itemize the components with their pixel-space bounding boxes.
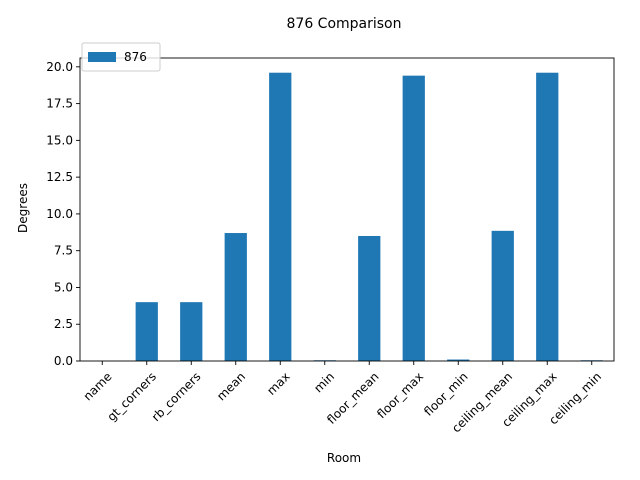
bar-max [269,72,292,361]
bar-gt-corners [135,302,158,361]
legend-label: 876 [124,50,147,64]
y-tick-label: 0.0 [54,354,73,368]
bar-mean [224,233,247,361]
bar-ceiling-max [536,72,559,361]
chart-title: 876 Comparison [287,16,402,32]
bar-ceiling-mean [491,230,514,361]
y-tick-label: 20.0 [46,60,73,74]
legend-swatch [88,52,116,62]
plot-frame [79,57,615,362]
bar-floor-max [402,75,425,361]
legend: 876 [81,42,161,72]
y-tick-label: 2.5 [54,317,73,331]
y-axis: 0.0 2.5 5.0 7.5 10.0 12.5 15.0 17.5 20.0 [46,60,80,368]
y-tick-label: 12.5 [46,170,73,184]
x-axis-label: Room [327,451,361,465]
y-tick-label: 15.0 [46,133,73,147]
bar-rb-corners [180,302,203,361]
y-tick-label: 7.5 [54,244,73,258]
y-tick-label: 10.0 [46,207,73,221]
y-tick-label: 17.5 [46,97,73,111]
y-tick-label: 5.0 [54,280,73,294]
bar-floor-min [447,359,470,361]
bar-floor-mean [358,235,381,361]
bar-series [135,72,603,361]
legend-box [81,42,161,72]
y-axis-label: Degrees [16,183,30,233]
